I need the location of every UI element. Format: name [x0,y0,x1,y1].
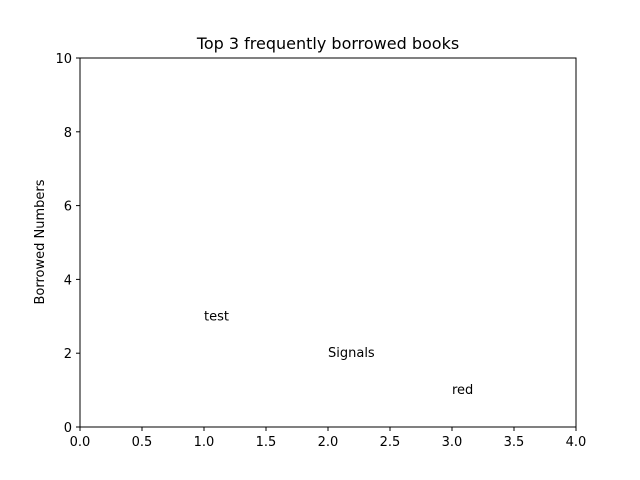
x-tick-label: 4.0 [566,435,587,450]
x-tick-label: 0.0 [70,435,91,450]
x-tick-label: 0.5 [132,435,153,450]
x-tick-label: 2.0 [318,435,339,450]
data-point-label: test [204,309,229,324]
data-point-label: red [452,383,473,398]
plot-frame [79,57,577,428]
data-labels: test Signals red [204,309,473,398]
chart-title: Top 3 frequently borrowed books [196,34,459,53]
x-tick-label: 3.0 [442,435,463,450]
y-axis-label: Borrowed Numbers [33,179,48,304]
data-point-label: Signals [328,346,375,361]
x-tick-label: 2.5 [380,435,401,450]
x-axis: 0.0 0.5 1.0 1.5 2.0 2.5 3.0 3.5 4.0 [70,427,587,450]
y-tick-label: 10 [55,52,72,67]
y-tick-label: 2 [64,347,72,362]
y-tick-label: 0 [64,421,72,436]
y-axis: 0 2 4 6 8 10 [55,52,80,436]
y-tick-label: 6 [64,200,72,215]
x-tick-label: 1.5 [256,435,277,450]
x-tick-label: 1.0 [194,435,215,450]
y-tick-label: 4 [64,273,72,288]
x-tick-label: 3.5 [504,435,525,450]
y-tick-label: 8 [64,126,72,141]
